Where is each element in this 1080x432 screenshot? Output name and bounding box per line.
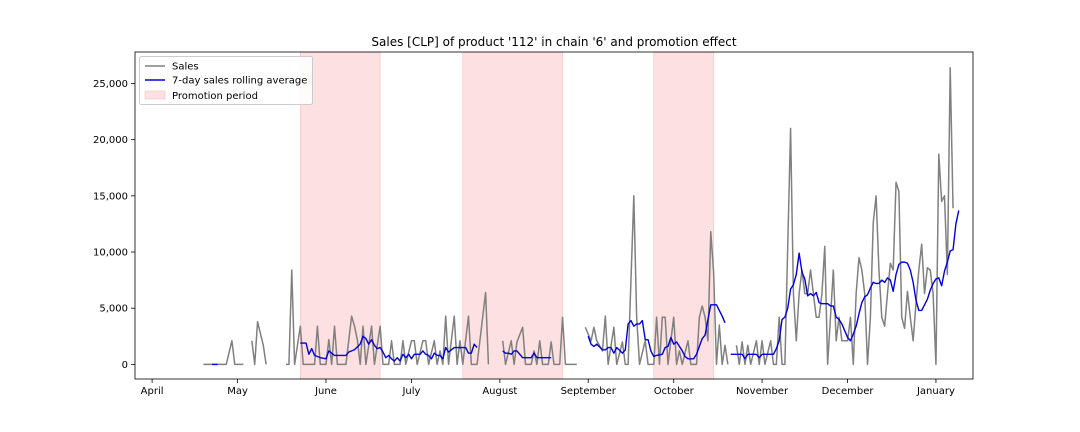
legend-promotion-swatch [144,90,166,100]
series-layer [203,66,960,366]
legend-promotion-label: Promotion period [172,91,258,102]
promotion-band-1 [300,51,381,380]
promotion-periods [300,51,714,380]
y-tick-label-25000: 25,000 [93,79,128,90]
x-tick-label-july: July [401,386,420,397]
x-tick-label-august: August [482,386,517,397]
y-tick-label-15000: 15,000 [93,191,128,202]
x-tick-label-december: December [822,386,875,397]
legend-rolling-average-label: 7-day sales rolling average [172,76,307,87]
7-day-sales-rolling-average-line-segment-4 [587,304,726,360]
promotion-band-2 [462,51,563,380]
7-day-sales-rolling-average-line-segment-5 [730,210,960,360]
x-axis: April May June July August September October No… [141,379,955,397]
7-day-sales-rolling-average-line-segment-3 [502,350,552,359]
x-tick-label-may: May [227,386,248,397]
sales-line-segment-5 [584,195,729,366]
promotion-band-3 [653,51,714,380]
legend-sales-label: Sales [172,62,199,73]
y-tick-label-10000: 10,000 [93,248,128,259]
x-tick-label-january: January [916,386,955,397]
y-tick-label-20000: 20,000 [93,135,128,146]
x-tick-label-september: September [561,386,617,397]
x-tick-label-june: June [314,386,337,397]
plot-frame [134,51,974,380]
y-tick-label-5000: 5,000 [99,304,128,315]
sales-line-segment-3 [286,269,490,366]
x-tick-label-november: November [736,386,789,397]
chart-title: Sales [CLP] of product '112' in chain '6… [371,35,736,49]
legend-frame [139,56,313,105]
sales-line-segment-2 [251,320,267,366]
sales-line-segment-4 [501,316,577,366]
x-tick-label-october: October [654,386,695,397]
y-tick-label-0: 0 [122,360,128,371]
legend: Sales 7-day sales rolling average Promot… [139,56,313,105]
sales-line-segment-6 [735,66,954,366]
x-tick-label-april: April [141,386,164,397]
7-day-sales-rolling-average-line-segment-2 [300,335,478,362]
y-axis: 0 5,000 10,000 15,000 20,000 25,000 [93,79,135,371]
